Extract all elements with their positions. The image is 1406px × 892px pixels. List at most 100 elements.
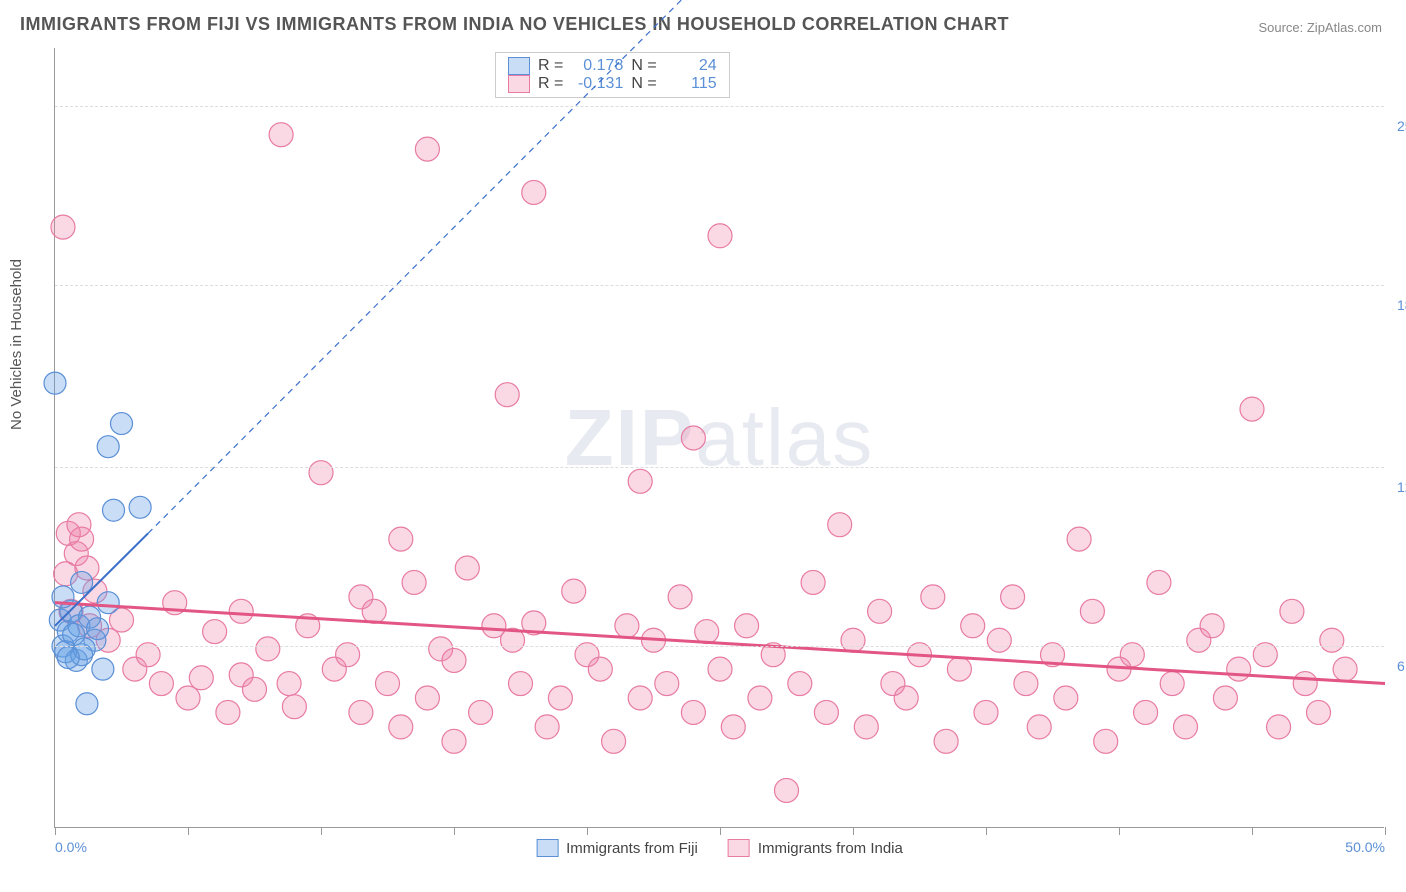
x-tick <box>454 827 455 835</box>
data-point <box>455 556 479 580</box>
data-point <box>721 715 745 739</box>
y-axis-label: No Vehicles in Household <box>8 259 25 430</box>
data-point <box>801 570 825 594</box>
data-point <box>216 700 240 724</box>
data-point <box>111 413 133 435</box>
data-point <box>71 571 93 593</box>
data-point <box>535 715 559 739</box>
data-point <box>1227 657 1251 681</box>
y-tick-label: 25.0% <box>1389 118 1406 134</box>
data-point <box>868 599 892 623</box>
data-point <box>282 695 306 719</box>
x-tick <box>986 827 987 835</box>
data-point <box>243 677 267 701</box>
data-point <box>628 469 652 493</box>
data-point <box>149 672 173 696</box>
source-attribution: Source: ZipAtlas.com <box>1258 20 1382 35</box>
gridline <box>55 106 1384 107</box>
data-point <box>854 715 878 739</box>
data-point <box>841 628 865 652</box>
data-point <box>1280 599 1304 623</box>
data-point <box>1134 700 1158 724</box>
data-point <box>681 700 705 724</box>
data-point <box>987 628 1011 652</box>
data-point <box>97 592 119 614</box>
data-point <box>708 224 732 248</box>
data-point <box>469 700 493 724</box>
data-point <box>92 658 114 680</box>
data-point <box>269 123 293 147</box>
data-point <box>189 666 213 690</box>
data-point <box>735 614 759 638</box>
data-point <box>748 686 772 710</box>
data-point <box>442 729 466 753</box>
data-point <box>1307 700 1331 724</box>
legend-item-fiji: Immigrants from Fiji <box>536 839 698 857</box>
x-tick <box>55 827 56 835</box>
data-point <box>509 672 533 696</box>
data-point <box>628 686 652 710</box>
data-point <box>349 700 373 724</box>
data-point <box>974 700 998 724</box>
legend-bottom: Immigrants from Fiji Immigrants from Ind… <box>536 839 903 857</box>
data-point <box>76 693 98 715</box>
data-point <box>1267 715 1291 739</box>
x-tick <box>188 827 189 835</box>
chart-title: IMMIGRANTS FROM FIJI VS IMMIGRANTS FROM … <box>20 14 1009 35</box>
data-point <box>57 647 79 669</box>
data-point <box>1147 570 1171 594</box>
data-point <box>229 599 253 623</box>
data-point <box>1240 397 1264 421</box>
data-point <box>961 614 985 638</box>
data-point <box>695 620 719 644</box>
data-point <box>1200 614 1224 638</box>
data-point <box>1094 729 1118 753</box>
gridline <box>55 285 1384 286</box>
data-point <box>203 620 227 644</box>
data-point <box>415 137 439 161</box>
data-point <box>176 686 200 710</box>
gridline <box>55 646 1384 647</box>
chart-svg <box>55 48 1384 827</box>
data-point <box>602 729 626 753</box>
data-point <box>775 778 799 802</box>
plot-area: ZIPatlas R = 0.178 N = 24 R = -0.131 N =… <box>54 48 1384 828</box>
x-tick <box>1252 827 1253 835</box>
legend-label-fiji: Immigrants from Fiji <box>566 840 698 857</box>
x-tick-label: 0.0% <box>55 839 87 855</box>
data-point <box>495 383 519 407</box>
x-tick <box>853 827 854 835</box>
data-point <box>402 570 426 594</box>
data-point <box>681 426 705 450</box>
data-point <box>934 729 958 753</box>
data-point <box>349 585 373 609</box>
trend-line <box>148 0 720 533</box>
data-point <box>947 657 971 681</box>
data-point <box>389 527 413 551</box>
data-point <box>256 637 280 661</box>
data-point <box>548 686 572 710</box>
x-tick <box>321 827 322 835</box>
data-point <box>415 686 439 710</box>
x-tick-label: 50.0% <box>1345 839 1385 855</box>
data-point <box>1080 599 1104 623</box>
data-point <box>1293 672 1317 696</box>
data-point <box>668 585 692 609</box>
data-point <box>894 686 918 710</box>
x-tick <box>587 827 588 835</box>
swatch-india-bottom <box>728 839 750 857</box>
x-tick <box>720 827 721 835</box>
data-point <box>828 513 852 537</box>
data-point <box>97 436 119 458</box>
legend-label-india: Immigrants from India <box>758 840 903 857</box>
data-point <box>442 648 466 672</box>
data-point <box>814 700 838 724</box>
data-point <box>1014 672 1038 696</box>
data-point <box>708 657 732 681</box>
data-point <box>44 372 66 394</box>
data-point <box>309 461 333 485</box>
y-tick-label: 12.5% <box>1389 479 1406 495</box>
data-point <box>1174 715 1198 739</box>
data-point <box>655 672 679 696</box>
data-point <box>562 579 586 603</box>
